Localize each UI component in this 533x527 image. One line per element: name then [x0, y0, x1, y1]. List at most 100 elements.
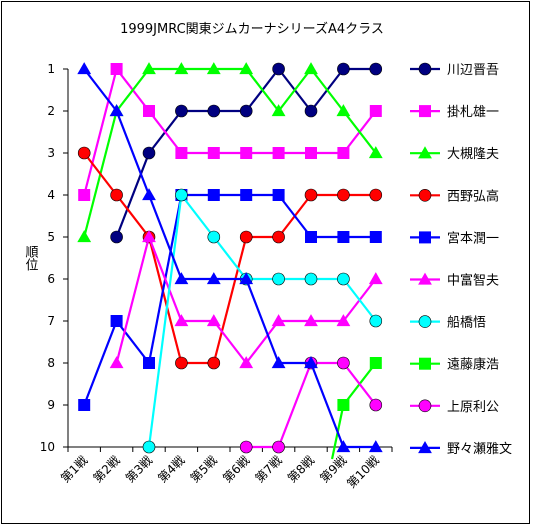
- data-point: [304, 356, 318, 369]
- series-line-segment: [245, 68, 280, 112]
- data-point: [368, 272, 383, 285]
- series-line-segment: [277, 362, 313, 448]
- data-point: [239, 62, 254, 75]
- data-point: [110, 63, 123, 75]
- data-point: [207, 356, 221, 370]
- data-point: [369, 231, 382, 243]
- legend-item: 中富智夫: [410, 273, 499, 289]
- data-point: [239, 104, 253, 118]
- series-line-segment: [148, 110, 183, 154]
- data-point: [207, 147, 220, 159]
- data-point: [240, 147, 253, 159]
- legend-marker: [418, 315, 432, 328]
- series-line-segment: [83, 152, 118, 196]
- data-point: [337, 399, 350, 411]
- legend-label: 宮本潤一: [447, 230, 499, 246]
- data-point: [304, 104, 318, 118]
- legend-item: 宮本潤一: [410, 230, 499, 246]
- data-point: [206, 314, 221, 327]
- x-tick-label: 第7戦: [252, 453, 284, 485]
- x-tick-label: 第1戦: [58, 453, 90, 485]
- x-tick-label: 第10戦: [344, 453, 382, 491]
- legend-marker: [419, 231, 431, 244]
- legend-marker: [419, 105, 431, 118]
- series-line-segment: [115, 194, 150, 238]
- data-point: [110, 188, 123, 202]
- legend-label: 遠藤康浩: [447, 357, 499, 373]
- series-西野弘高: [77, 146, 383, 370]
- data-point: [142, 62, 156, 75]
- y-tick-label: 7: [47, 314, 55, 328]
- data-point: [175, 104, 188, 118]
- data-point: [305, 147, 317, 159]
- data-point: [336, 440, 351, 453]
- x-tick-label: 第5戦: [188, 453, 220, 485]
- y-tick-label: 6: [47, 272, 55, 286]
- data-point: [272, 147, 285, 159]
- series-掛札雄一: [78, 63, 382, 201]
- data-point: [337, 188, 350, 202]
- y-tick-label: 4: [47, 188, 55, 202]
- series-line-segment: [310, 68, 345, 112]
- data-point: [272, 189, 285, 201]
- x-tick-label: 第8戦: [285, 453, 317, 485]
- data-point: [207, 230, 221, 244]
- legend-label: 野々瀬雅文: [447, 442, 512, 457]
- data-point: [336, 314, 351, 327]
- series-line-segment: [180, 194, 215, 238]
- series-line-segment: [342, 278, 377, 322]
- series-line-segment: [342, 110, 377, 154]
- data-point: [304, 62, 318, 75]
- series-line-segment: [115, 110, 151, 196]
- legend-item: 掛札雄一: [410, 105, 499, 120]
- legend-label: 西野弘高: [447, 188, 499, 204]
- data-point: [174, 62, 189, 75]
- data-point: [206, 272, 221, 285]
- y-tick-label: 3: [47, 146, 55, 160]
- legend-label: 船橋悟: [447, 316, 486, 331]
- data-point: [143, 105, 155, 117]
- series-中富智夫: [109, 230, 383, 369]
- data-point: [305, 231, 317, 243]
- legend-marker: [419, 357, 431, 370]
- legend-item: 上原利公: [410, 399, 499, 415]
- data-point: [207, 104, 221, 118]
- data-point: [337, 62, 350, 76]
- series-line-segment: [212, 320, 248, 364]
- series-上原利公: [239, 356, 383, 454]
- y-tick-label: 2: [47, 104, 55, 118]
- data-point: [142, 146, 156, 160]
- x-tick-label: 第2戦: [90, 453, 122, 485]
- data-point: [142, 230, 156, 243]
- series-line-segment: [245, 320, 280, 364]
- data-point: [142, 440, 156, 454]
- data-point: [336, 104, 351, 117]
- x-tick-label: 第3戦: [123, 453, 155, 485]
- legend-marker: [418, 441, 432, 454]
- legend-item: 遠藤康浩: [410, 357, 499, 373]
- data-point: [207, 189, 220, 201]
- data-point: [369, 188, 383, 202]
- data-point: [77, 146, 91, 160]
- data-point: [110, 230, 123, 244]
- series-line-segment: [147, 194, 183, 448]
- data-point: [109, 104, 124, 117]
- data-point: [369, 357, 382, 369]
- data-point: [109, 356, 124, 369]
- legend-marker: [418, 272, 432, 285]
- data-point: [304, 314, 318, 327]
- series-line-segment: [115, 152, 151, 238]
- data-point: [78, 189, 91, 201]
- data-point: [239, 272, 254, 285]
- legend-marker: [418, 399, 432, 413]
- x-tick-label: 第4戦: [155, 453, 187, 485]
- y-tick-label: 8: [47, 356, 55, 370]
- legend-label: 川辺晋吾: [447, 63, 499, 78]
- data-point: [337, 231, 350, 243]
- data-point: [143, 357, 155, 369]
- x-tick-label: 第6戦: [220, 453, 252, 485]
- series-line-segment: [83, 320, 118, 406]
- data-point: [78, 399, 91, 411]
